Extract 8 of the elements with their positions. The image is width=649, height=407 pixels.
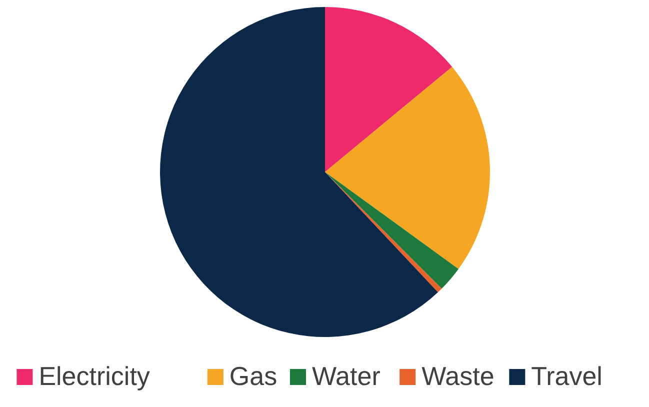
legend-label: Electricity — [38, 361, 150, 391]
legend-label: Gas — [229, 361, 278, 391]
legend-label: Waste — [422, 361, 494, 391]
legend-label: Travel — [531, 361, 602, 391]
legend-label: Water — [312, 361, 381, 391]
pie-slice — [325, 7, 452, 172]
pie-slice — [325, 66, 490, 269]
pie-slice — [160, 7, 438, 337]
